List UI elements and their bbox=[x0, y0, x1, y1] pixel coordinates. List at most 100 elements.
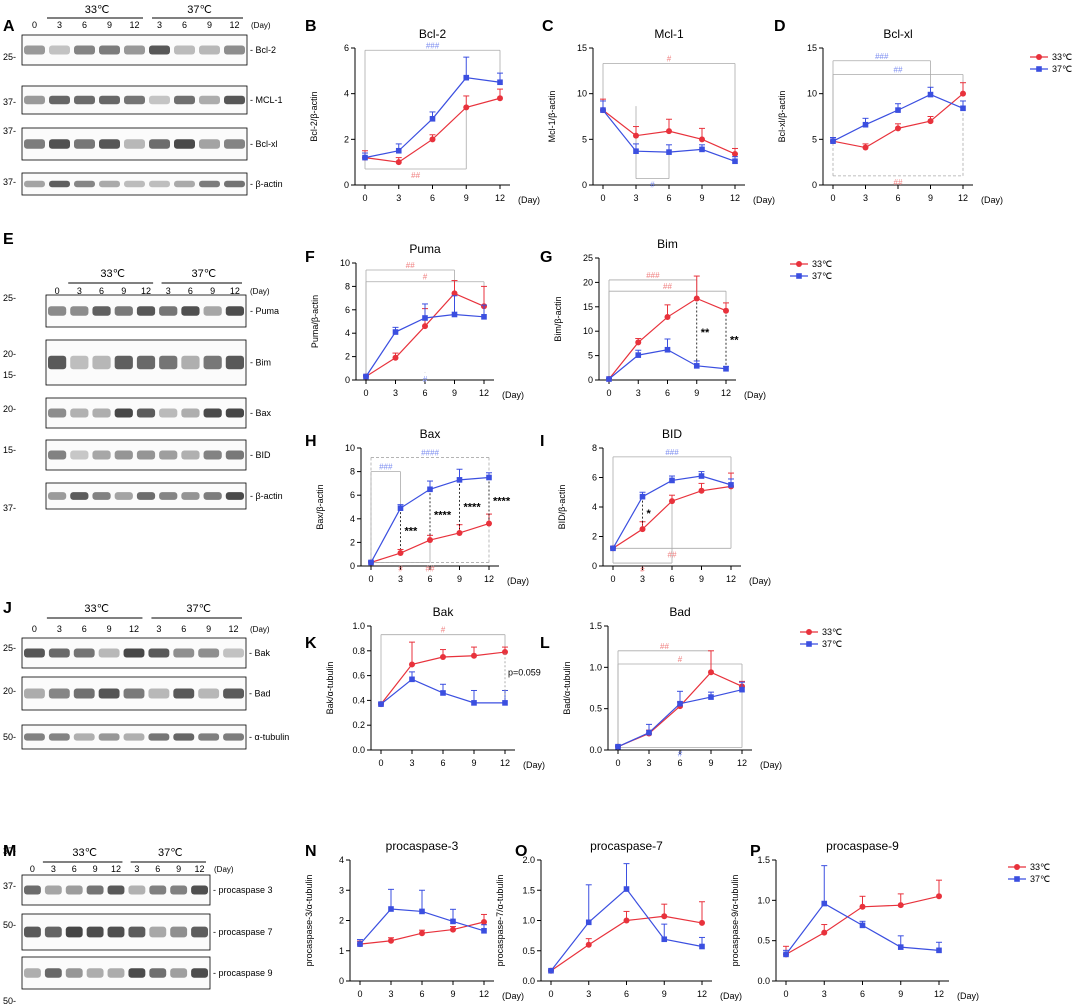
lane-label: 3 bbox=[57, 624, 62, 634]
data-point-33 bbox=[429, 136, 436, 143]
blot-band bbox=[149, 180, 170, 188]
chart-title: procaspase-7 bbox=[590, 839, 663, 853]
data-point-37 bbox=[661, 936, 668, 943]
blot-band bbox=[170, 885, 188, 895]
x-tick-label: 6 bbox=[665, 388, 670, 398]
chart-D: D Bcl-xl 0 5 10 15 0 3 6 9 12 (Day) Bcl-xl/β-actin ##… bbox=[774, 18, 1003, 205]
sig-label: # bbox=[423, 273, 428, 282]
sig-label: # bbox=[398, 564, 403, 573]
x-unit-label: (Day) bbox=[749, 576, 771, 586]
blot-band bbox=[70, 408, 89, 418]
blot-band bbox=[225, 306, 244, 316]
blot-band bbox=[24, 139, 45, 149]
sig-label: # bbox=[678, 655, 683, 664]
x-tick-label: 0 bbox=[606, 388, 611, 398]
blot-band bbox=[136, 450, 156, 460]
x-tick-label: 9 bbox=[457, 574, 462, 584]
x-tick-label: 0 bbox=[362, 193, 367, 203]
blot-band bbox=[203, 355, 222, 370]
legend: 33℃37℃ bbox=[1030, 52, 1072, 74]
lane-label: 6 bbox=[82, 624, 87, 634]
blot-band bbox=[73, 733, 95, 741]
data-point-33 bbox=[698, 487, 705, 494]
lane-label: 0 bbox=[32, 624, 37, 634]
mw-marker: 25- bbox=[3, 52, 16, 62]
y-axis-label: Bcl-2/β-actin bbox=[309, 91, 319, 141]
chart-title: Bcl-2 bbox=[419, 27, 447, 41]
y-tick-label: 3 bbox=[339, 885, 344, 895]
protein-label: - MCL-1 bbox=[250, 95, 283, 105]
lane-label: 0 bbox=[32, 20, 37, 30]
lane-label: 9 bbox=[93, 864, 98, 874]
sig-label: ## bbox=[406, 261, 415, 270]
blot-band bbox=[149, 968, 167, 978]
y-tick-label: 10 bbox=[583, 326, 593, 336]
y-tick-label: 1.5 bbox=[757, 855, 770, 865]
x-tick-label: 3 bbox=[640, 574, 645, 584]
y-tick-label: 2.0 bbox=[522, 855, 535, 865]
x-tick-label: 12 bbox=[730, 193, 740, 203]
blot-band bbox=[48, 450, 67, 460]
blot-band bbox=[44, 926, 62, 938]
x-tick-label: 6 bbox=[422, 388, 427, 398]
data-point-37 bbox=[463, 74, 470, 81]
data-point-33 bbox=[463, 104, 470, 111]
data-point-37 bbox=[669, 477, 675, 484]
data-point-33 bbox=[395, 159, 402, 166]
blot-band bbox=[224, 139, 245, 149]
data-point-33 bbox=[821, 929, 828, 936]
sig-label: ### bbox=[426, 41, 440, 50]
data-point-37 bbox=[606, 376, 612, 382]
y-tick-label: 5 bbox=[812, 134, 817, 144]
blot-band bbox=[199, 95, 220, 105]
blot-band bbox=[123, 733, 145, 741]
temp-label: 37℃ bbox=[187, 4, 212, 16]
y-tick-label: 0.6 bbox=[352, 671, 365, 681]
blot-band bbox=[170, 968, 188, 978]
day-unit: (Day) bbox=[214, 865, 234, 874]
sig-label: ### bbox=[875, 52, 889, 61]
temp-label: 33℃ bbox=[100, 268, 125, 280]
x-tick-label: 9 bbox=[694, 388, 699, 398]
series-line-37 bbox=[832, 93, 964, 142]
y-tick-label: 4 bbox=[339, 855, 344, 865]
y-tick-label: 0.5 bbox=[757, 936, 770, 946]
y-tick-label: 0.0 bbox=[352, 745, 365, 755]
panel-label: F bbox=[305, 249, 315, 266]
y-tick-label: 20 bbox=[583, 277, 593, 287]
data-point-33 bbox=[699, 919, 705, 926]
x-tick-label: 3 bbox=[396, 193, 401, 203]
lane-label: 12 bbox=[195, 864, 205, 874]
x-tick-label: 3 bbox=[822, 989, 827, 999]
blot-band bbox=[124, 139, 145, 149]
blot-band bbox=[159, 306, 178, 316]
data-point-37 bbox=[739, 686, 745, 693]
data-point-37 bbox=[419, 908, 425, 915]
x-tick-label: 3 bbox=[409, 758, 414, 768]
blot-band bbox=[173, 648, 195, 658]
data-point-37 bbox=[728, 482, 734, 488]
data-point-33 bbox=[699, 136, 705, 143]
panel-label: L bbox=[540, 635, 550, 652]
data-point-37 bbox=[635, 352, 642, 358]
data-point-33 bbox=[388, 937, 394, 944]
x-tick-label: 0 bbox=[357, 989, 362, 999]
data-point-37 bbox=[362, 154, 368, 161]
y-axis-label: Bcl-xl/β-actin bbox=[777, 91, 787, 143]
blot-band bbox=[136, 306, 156, 316]
sig-label: ### bbox=[379, 463, 393, 472]
data-point-33 bbox=[451, 290, 458, 297]
mw-marker: 50- bbox=[3, 920, 16, 930]
y-axis-label: Bim/β-actin bbox=[553, 296, 563, 341]
legend: 33℃37℃ bbox=[800, 627, 842, 649]
data-point-33 bbox=[456, 529, 463, 536]
chart-C: C Mcl-1 0 5 10 15 0 3 6 9 12 (Day) Mcl-1/β-actin # # bbox=[542, 18, 775, 205]
y-tick-label: 1.0 bbox=[589, 662, 602, 672]
legend: 33℃37℃ bbox=[790, 259, 832, 281]
x-tick-label: 3 bbox=[646, 758, 651, 768]
blot-band bbox=[174, 95, 195, 105]
data-point-37 bbox=[699, 943, 705, 950]
legend-marker-33 bbox=[796, 261, 802, 267]
